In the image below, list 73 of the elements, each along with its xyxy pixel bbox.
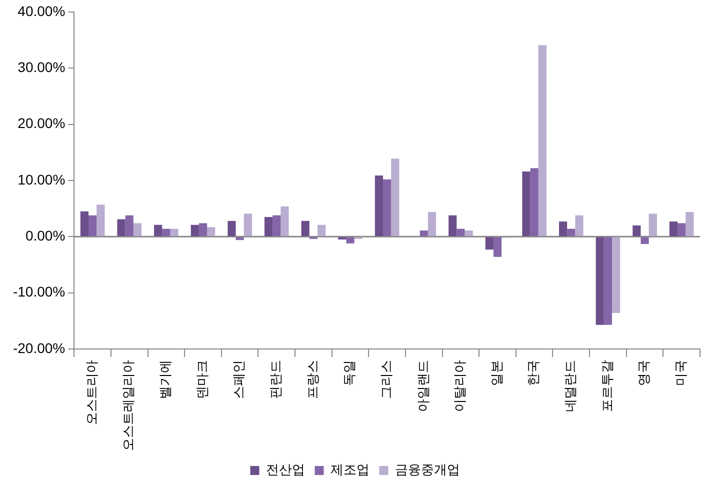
x-tick-label: 일본 (490, 360, 505, 386)
x-tick-label: 독일 (342, 360, 358, 386)
x-tick-label: 미국 (674, 360, 689, 386)
bar (280, 206, 289, 236)
y-tick-label: 30.00% (18, 59, 66, 76)
bar (640, 237, 649, 244)
x-tick-label: 포르투갈 (600, 360, 616, 412)
bar (228, 220, 236, 236)
bar (391, 158, 400, 236)
bar (236, 237, 244, 240)
bar (493, 237, 502, 257)
bar (559, 222, 568, 236)
bar (464, 230, 473, 236)
x-tick-label: 네덜란드 (564, 360, 579, 412)
bar (317, 224, 326, 236)
x-tick-label: 그리스 (379, 360, 394, 399)
bar (346, 237, 354, 244)
y-tick-label: 10.00% (18, 171, 66, 188)
bar (596, 237, 604, 325)
x-tick-label: 이탈리아 (453, 360, 468, 412)
bar (96, 204, 105, 236)
x-tick-label: 프랑스 (306, 360, 321, 399)
y-tick-label: -20.00% (12, 340, 66, 356)
bar (264, 217, 273, 236)
bar (154, 224, 162, 236)
bar (538, 45, 546, 236)
bar (301, 220, 310, 236)
bar (117, 219, 126, 236)
legend-label: 제조업 (330, 462, 370, 478)
bar (448, 215, 457, 236)
y-tick-label: 0.00% (25, 228, 66, 244)
bar (190, 224, 199, 236)
y-tick-label: -10.00% (12, 284, 66, 300)
legend-label: 금융중개업 (394, 462, 460, 478)
legend-label: 전산업 (266, 462, 305, 478)
x-tick-label: 영국 (637, 360, 652, 386)
bar (530, 168, 538, 236)
bar (604, 237, 612, 325)
bar (632, 225, 641, 236)
bar (648, 214, 657, 236)
x-tick-label: 벨기에 (158, 360, 174, 399)
bar (374, 175, 384, 236)
bar (428, 212, 436, 236)
x-tick-label: 오스트리아 (84, 360, 100, 425)
bar (88, 215, 97, 236)
bar (162, 228, 170, 236)
bar (244, 214, 252, 236)
bar (198, 223, 208, 236)
x-tick-label: 스페인 (232, 360, 248, 399)
y-tick-label: 20.00% (18, 115, 66, 132)
bar (522, 172, 530, 236)
bar (678, 223, 686, 236)
bar (669, 222, 678, 236)
bar (612, 237, 620, 314)
bar (125, 215, 134, 236)
bar (383, 179, 392, 236)
bar (575, 215, 584, 236)
x-tick-label: 한국 (526, 360, 542, 386)
bar (133, 223, 142, 236)
bar (207, 227, 216, 236)
bar (686, 212, 694, 236)
bar (80, 211, 89, 236)
x-tick-label: 덴마크 (195, 360, 210, 399)
x-tick-label: 아일랜드 (416, 360, 432, 412)
x-tick-label: 오스트레일리아 (122, 360, 137, 451)
bar (567, 228, 576, 236)
bar (170, 228, 178, 236)
y-tick-label: 40.00% (18, 2, 66, 19)
bar (456, 228, 465, 236)
bar (272, 215, 281, 236)
bar (485, 237, 494, 250)
bar (420, 230, 428, 236)
x-tick-label: 핀란드 (269, 360, 284, 399)
